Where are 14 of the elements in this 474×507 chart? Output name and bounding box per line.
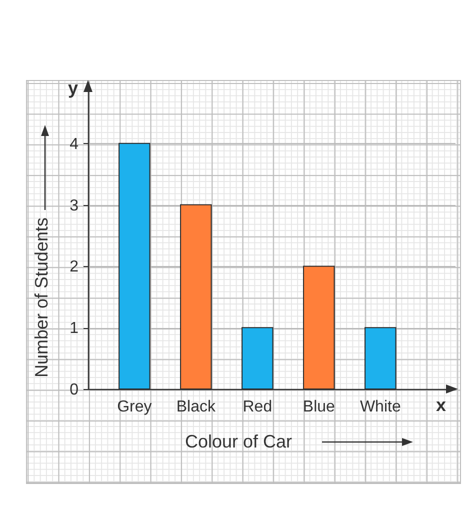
y-tick-label: 1 xyxy=(70,320,79,338)
x-tick-label: White xyxy=(360,398,401,416)
text: y xyxy=(68,78,78,98)
x-axis-title: Colour of Car xyxy=(184,432,292,452)
x-tick-label: Grey xyxy=(117,398,152,416)
x-tick-label: Blue xyxy=(302,398,336,416)
y-axis-title: Number of Students xyxy=(32,217,52,378)
text: x xyxy=(436,395,446,415)
y-tick-label: 4 xyxy=(70,136,79,153)
y-tick-label: 3 xyxy=(70,197,79,214)
x-tick-label: Black xyxy=(176,398,216,416)
x-tick-label: Red xyxy=(242,398,272,416)
y-tick-label: 2 xyxy=(70,258,79,276)
y-tick-label: 0 xyxy=(70,382,79,398)
